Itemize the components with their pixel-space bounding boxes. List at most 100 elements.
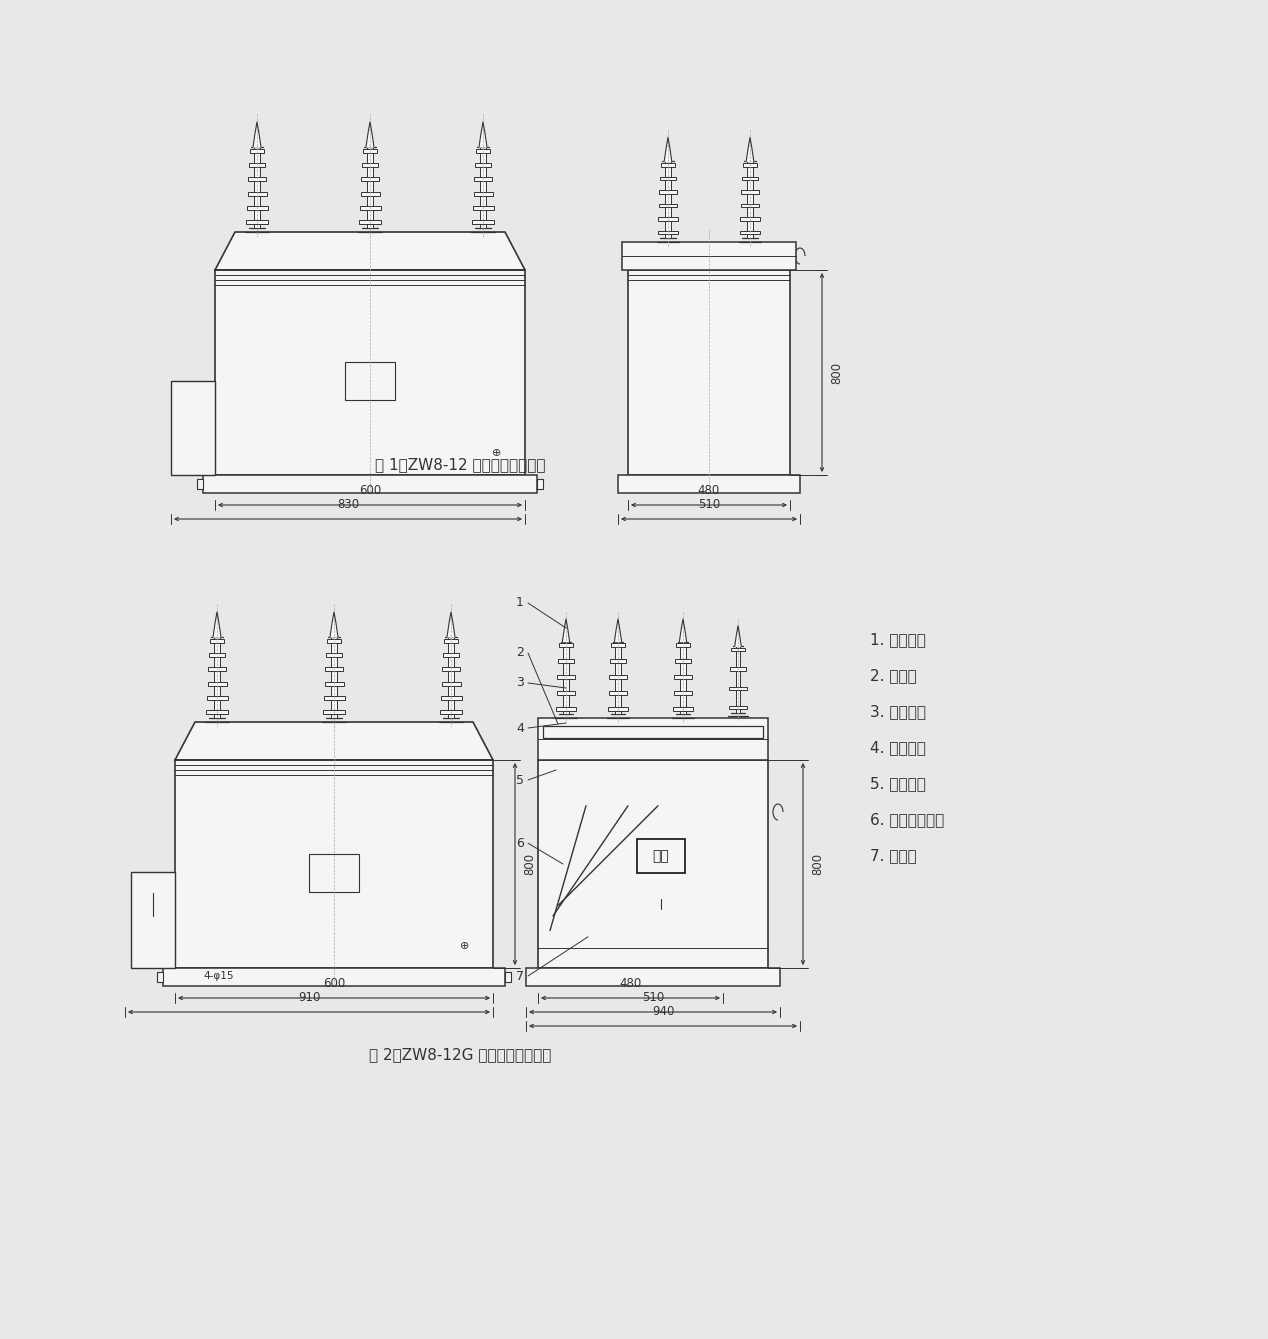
Polygon shape: [615, 629, 621, 641]
Bar: [443, 653, 459, 657]
Bar: [360, 206, 380, 210]
Bar: [473, 206, 493, 210]
Bar: [363, 149, 377, 153]
Bar: [747, 161, 753, 238]
Bar: [659, 204, 677, 208]
Bar: [557, 707, 576, 711]
Text: 600: 600: [323, 977, 345, 990]
Bar: [739, 230, 761, 234]
Text: ⊕: ⊕: [460, 941, 469, 951]
Bar: [440, 696, 462, 700]
Bar: [473, 191, 492, 195]
Bar: [676, 643, 690, 647]
Bar: [730, 667, 746, 671]
Text: 940: 940: [652, 1006, 675, 1018]
Bar: [666, 161, 671, 238]
Polygon shape: [746, 149, 753, 161]
Bar: [538, 718, 768, 761]
Bar: [366, 147, 373, 228]
Polygon shape: [734, 635, 742, 647]
Text: 5: 5: [516, 774, 524, 786]
Bar: [558, 659, 574, 663]
Text: 2. 触刀座: 2. 触刀座: [870, 668, 917, 683]
Text: 7: 7: [516, 969, 524, 983]
Bar: [615, 641, 621, 715]
Bar: [526, 968, 780, 986]
Bar: [658, 217, 678, 221]
Text: 4: 4: [516, 722, 524, 735]
Bar: [538, 761, 768, 968]
Bar: [249, 177, 266, 181]
Bar: [323, 696, 345, 700]
Bar: [743, 163, 757, 167]
Text: 1: 1: [516, 596, 524, 609]
Bar: [171, 380, 216, 475]
Bar: [659, 190, 677, 194]
Bar: [208, 682, 227, 686]
Text: 600: 600: [359, 483, 382, 497]
Bar: [443, 667, 460, 671]
Bar: [250, 149, 264, 153]
Polygon shape: [330, 623, 339, 637]
Bar: [209, 653, 224, 657]
Bar: [345, 363, 396, 400]
Bar: [205, 710, 228, 714]
Bar: [609, 707, 628, 711]
Bar: [628, 270, 790, 475]
Text: 2: 2: [516, 647, 524, 660]
Bar: [441, 682, 460, 686]
Bar: [505, 972, 511, 981]
Text: 830: 830: [337, 498, 359, 511]
Polygon shape: [216, 232, 525, 270]
Bar: [563, 641, 569, 715]
Text: 3: 3: [516, 676, 524, 690]
Bar: [323, 710, 345, 714]
Bar: [325, 667, 344, 671]
Text: 480: 480: [697, 483, 720, 497]
Bar: [610, 675, 626, 679]
Text: 图 2、ZW8-12G 外形及安装尺寸图: 图 2、ZW8-12G 外形及安装尺寸图: [369, 1047, 552, 1063]
Bar: [208, 667, 226, 671]
Bar: [673, 707, 692, 711]
Text: 6: 6: [516, 837, 524, 850]
Bar: [249, 163, 265, 167]
Bar: [474, 177, 492, 181]
Bar: [254, 147, 260, 228]
Bar: [742, 177, 757, 181]
Bar: [331, 637, 337, 718]
Bar: [472, 220, 495, 224]
Text: 6. 隔离开关支架: 6. 隔离开关支架: [870, 813, 945, 828]
Bar: [361, 163, 378, 167]
Text: 510: 510: [642, 991, 664, 1004]
Text: 5. 操作手柄: 5. 操作手柄: [870, 777, 926, 791]
Bar: [308, 853, 359, 892]
Polygon shape: [175, 722, 493, 761]
Bar: [440, 710, 462, 714]
Bar: [214, 637, 221, 718]
Bar: [675, 659, 691, 663]
Bar: [729, 687, 747, 690]
Bar: [741, 217, 760, 221]
Polygon shape: [213, 623, 221, 637]
Bar: [742, 190, 758, 194]
Bar: [157, 972, 164, 981]
Bar: [131, 872, 175, 968]
Text: 910: 910: [298, 991, 321, 1004]
Text: 800: 800: [812, 853, 824, 876]
Bar: [681, 641, 686, 715]
Polygon shape: [479, 134, 487, 147]
Bar: [360, 191, 379, 195]
Bar: [673, 691, 692, 695]
Bar: [203, 475, 538, 493]
Bar: [327, 639, 341, 643]
Bar: [741, 204, 760, 208]
Bar: [559, 643, 573, 647]
Polygon shape: [664, 149, 672, 161]
Text: 800: 800: [522, 853, 536, 876]
Bar: [557, 691, 576, 695]
Bar: [207, 696, 227, 700]
Bar: [618, 475, 800, 493]
Polygon shape: [680, 629, 686, 641]
Bar: [661, 177, 676, 181]
Bar: [361, 177, 379, 181]
